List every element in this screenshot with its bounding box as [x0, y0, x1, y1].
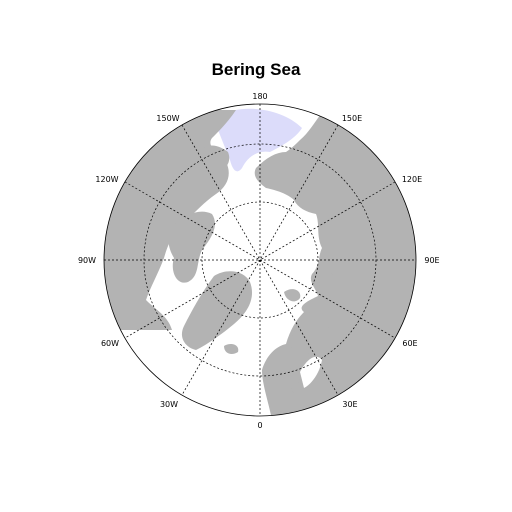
lon-label-60e: 60E: [402, 339, 417, 348]
iceland-landmass: [224, 344, 239, 354]
svalbard-islands: [284, 289, 301, 302]
lon-label-30w: 30W: [160, 400, 178, 409]
meridian-lines: [104, 104, 416, 416]
canadian-archipelago: [168, 211, 215, 283]
baltic-sea-gap: [300, 356, 322, 388]
lon-label-150w: 150W: [156, 114, 179, 123]
novaya-zemlya: [318, 272, 338, 290]
lon-label-120e: 120E: [402, 175, 422, 184]
lon-label-30e: 30E: [342, 400, 357, 409]
alaska-landmass: [199, 145, 230, 172]
lon-label-0: 0: [257, 421, 262, 430]
lon-label-60w: 60W: [101, 339, 119, 348]
lon-label-90w: 90W: [78, 256, 96, 265]
map-title: Bering Sea: [211, 60, 301, 79]
lon-label-90e: 90E: [424, 256, 439, 265]
lon-label-120w: 120W: [95, 175, 118, 184]
greenland-landmass: [181, 271, 253, 350]
lon-label-180: 180: [252, 92, 267, 101]
lon-label-150e: 150E: [342, 114, 362, 123]
